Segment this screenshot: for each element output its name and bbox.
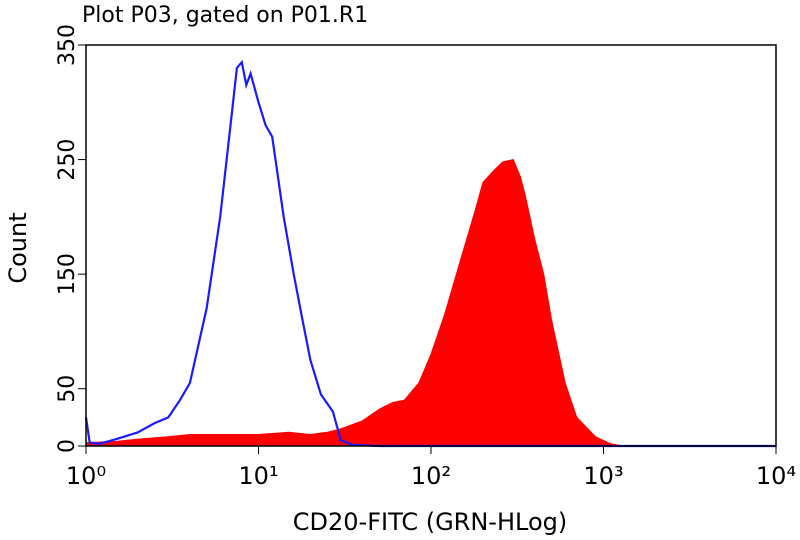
x-tick-label: 10² bbox=[411, 462, 451, 490]
y-tick-label: 150 bbox=[55, 253, 80, 295]
x-tick-label: 10³ bbox=[583, 462, 623, 490]
histogram-area bbox=[85, 159, 776, 447]
y-tick-label: 350 bbox=[55, 24, 80, 66]
x-axis-label: CD20-FITC (GRN-HLog) bbox=[293, 508, 568, 536]
y-tick-label: 50 bbox=[55, 375, 80, 403]
y-tick-label: 250 bbox=[55, 139, 80, 181]
y-tick-label: 0 bbox=[55, 439, 80, 453]
x-tick-label: 10¹ bbox=[238, 462, 278, 490]
x-tick-label: 10⁴ bbox=[756, 462, 796, 490]
plot-area bbox=[84, 59, 776, 448]
chart-title: Plot P03, gated on P01.R1 bbox=[82, 3, 368, 28]
histogram-line bbox=[84, 59, 776, 448]
y-axis-label: Count bbox=[4, 212, 32, 283]
x-tick-label: 10⁰ bbox=[66, 462, 106, 490]
